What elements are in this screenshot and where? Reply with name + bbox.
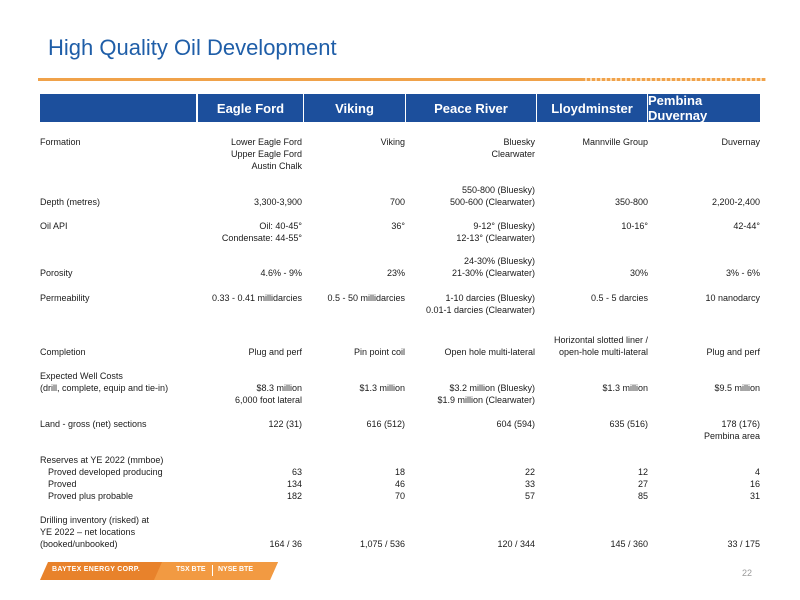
land-pembina: 178 (176) Pembina area	[703, 419, 760, 441]
reserves-2p-peace-river: 57	[524, 491, 535, 501]
header-blank-cell	[40, 94, 196, 122]
completion-eagle-ford: Plug and perf	[248, 347, 302, 357]
formation-peace-river: Bluesky Clearwater	[491, 137, 535, 159]
reserves-2p-pembina: 31	[749, 491, 760, 501]
reserves-proved-eagle-ford: 134	[286, 479, 302, 489]
column-header-viking: Viking	[303, 94, 405, 122]
formation-eagle-ford: Lower Eagle Ford Upper Eagle Ford Austin C…	[230, 137, 302, 171]
depth-pembina: 2,200-2,400	[711, 197, 760, 207]
reserves-pdp-pembina: 4	[754, 467, 760, 477]
reserves-pdp-peace-river: 22	[524, 467, 535, 477]
oil-api-lloydminster: 10-16°	[621, 221, 648, 231]
drilling-viking: 1,075 / 536	[359, 539, 405, 549]
row-label-formation: Formation	[40, 137, 81, 147]
footer-ticker-divider	[212, 565, 213, 576]
row-label-oil-api: Oil API	[40, 221, 68, 231]
permeability-pembina: 10 nanodarcy	[705, 293, 760, 303]
reserves-sub-label-pdp: Proved developed producing	[48, 467, 163, 477]
oil-api-viking: 36°	[391, 221, 405, 231]
column-header-pembina-duvernay: Pembina Duvernay	[647, 93, 760, 123]
reserves-pdp-viking: 18	[394, 467, 405, 477]
reserves-sub-label-proved: Proved	[48, 479, 77, 489]
porosity-pembina: 3% - 6%	[725, 268, 760, 278]
title-rule-accent	[582, 78, 766, 81]
porosity-viking: 23%	[386, 268, 405, 278]
formation-viking: Viking	[380, 137, 405, 147]
completion-peace-river: Open hole multi-lateral	[444, 347, 535, 357]
depth-peace-river: 550-800 (Bluesky) 500-600 (Clearwater)	[449, 185, 535, 207]
footer-brand-name: BAYTEX ENERGY CORP.	[52, 566, 141, 573]
permeability-peace-river: 1-10 darcies (Bluesky) 0.01-1 darcies (Cl…	[425, 293, 535, 315]
completion-viking: Pin point coil	[353, 347, 405, 357]
footer-nyse-ticker: NYSE BTE	[218, 566, 254, 573]
porosity-peace-river: 24-30% (Bluesky) 21-30% (Clearwater)	[451, 256, 535, 278]
reserves-proved-peace-river: 33	[524, 479, 535, 489]
porosity-eagle-ford: 4.6% - 9%	[260, 268, 302, 278]
permeability-viking: 0.5 - 50 millidarcies	[327, 293, 405, 303]
row-label-well-costs: Expected Well Costs (drill, complete, equ…	[40, 371, 169, 393]
land-eagle-ford: 122 (31)	[268, 419, 302, 429]
row-label-porosity: Porosity	[40, 268, 73, 278]
land-peace-river: 604 (594)	[496, 419, 535, 429]
well-costs-lloydminster: $1.3 million	[602, 383, 648, 393]
reserves-2p-lloydminster: 85	[637, 491, 648, 501]
reserves-2p-eagle-ford: 182	[286, 491, 302, 501]
formation-lloydminster: Mannville Group	[582, 137, 648, 147]
column-header-peace-river: Peace River	[405, 94, 536, 122]
row-label-reserves: Reserves at YE 2022 (mmboe)	[40, 455, 164, 465]
completion-lloydminster: Horizontal slotted liner / open-hole mult…	[553, 335, 648, 357]
oil-api-peace-river: 9-12° (Bluesky) 12-13° (Clearwater)	[456, 221, 535, 243]
page-title: High Quality Oil Development	[48, 35, 337, 60]
permeability-lloydminster: 0.5 - 5 darcies	[590, 293, 648, 303]
completion-pembina: Plug and perf	[706, 347, 760, 357]
row-label-depth: Depth (metres)	[40, 197, 101, 207]
drilling-pembina: 33 / 175	[727, 539, 760, 549]
reserves-proved-lloydminster: 27	[637, 479, 648, 489]
land-lloydminster: 635 (516)	[609, 419, 648, 429]
reserves-pdp-lloydminster: 12	[637, 467, 648, 477]
column-header-eagle-ford: Eagle Ford	[197, 94, 303, 122]
page-number: 22	[741, 568, 752, 578]
row-label-land: Land - gross (net) sections	[40, 419, 147, 429]
drilling-eagle-ford: 164 / 36	[269, 539, 302, 549]
column-header-lloydminster: Lloydminster	[536, 94, 647, 122]
footer-brand-bar	[40, 562, 278, 580]
reserves-pdp-eagle-ford: 63	[291, 467, 302, 477]
oil-api-pembina: 42-44°	[733, 221, 760, 231]
reserves-sub-label-2p: Proved plus probable	[48, 491, 134, 501]
well-costs-eagle-ford: $8.3 million 6,000 foot lateral	[234, 383, 302, 405]
title-rule	[38, 78, 766, 81]
row-label-drilling-inventory: Drilling inventory (risked) at YE 2022 – …	[40, 515, 150, 549]
well-costs-peace-river: $3.2 million (Bluesky) $1.9 million (Clea…	[437, 383, 535, 405]
well-costs-pembina: $9.5 million	[714, 383, 760, 393]
permeability-eagle-ford: 0.33 - 0.41 millidarcies	[211, 293, 302, 303]
formation-pembina: Duvernay	[721, 137, 760, 147]
row-label-completion: Completion	[40, 347, 86, 357]
reserves-2p-viking: 70	[394, 491, 405, 501]
land-viking: 616 (512)	[366, 419, 405, 429]
depth-lloydminster: 350-800	[614, 197, 648, 207]
porosity-lloydminster: 30%	[629, 268, 648, 278]
footer-tsx-ticker: TSX BTE	[176, 566, 206, 573]
well-costs-viking: $1.3 million	[359, 383, 405, 393]
drilling-peace-river: 120 / 344	[497, 539, 535, 549]
row-label-permeability: Permeability	[40, 293, 90, 303]
drilling-lloydminster: 145 / 360	[610, 539, 648, 549]
reserves-proved-viking: 46	[394, 479, 405, 489]
oil-api-eagle-ford: Oil: 40-45° Condensate: 44-55°	[221, 221, 302, 243]
depth-eagle-ford: 3,300-3,900	[253, 197, 302, 207]
reserves-proved-pembina: 16	[749, 479, 760, 489]
depth-viking: 700	[389, 197, 405, 207]
